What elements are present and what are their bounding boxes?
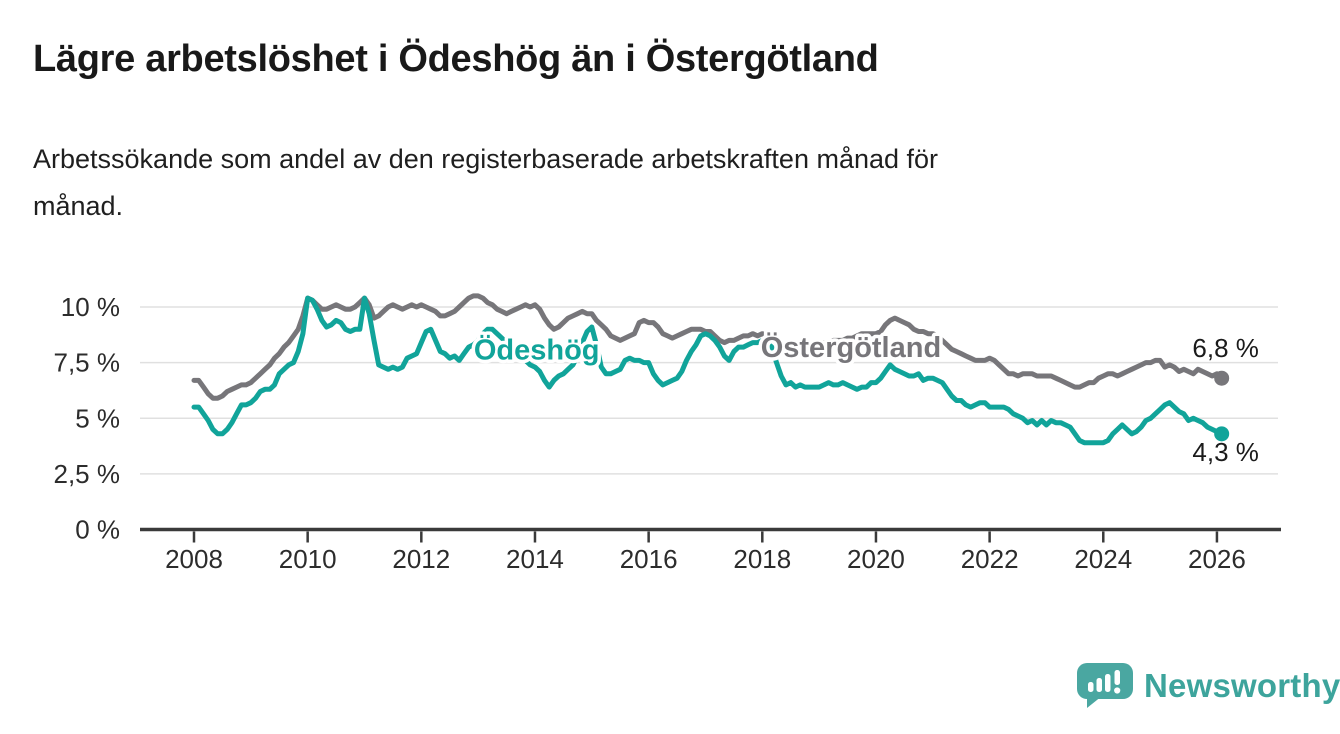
- series-end-dot-ostergotland: [1214, 370, 1230, 386]
- series-line-ostergotland: [191, 293, 1225, 401]
- series-label-odeshog: Ödeshög: [474, 333, 600, 366]
- y-tick-label: 0 %: [75, 515, 120, 545]
- y-tick-label: 7,5 %: [54, 348, 121, 378]
- y-tick-label: 2,5 %: [54, 459, 121, 489]
- chart-subtitle: Arbetssökande som andel av den registerb…: [33, 136, 938, 230]
- chart-subtitle-line-2: månad.: [33, 191, 124, 221]
- x-tick-label: 2022: [961, 544, 1019, 574]
- y-tick-label: 5 %: [75, 403, 120, 433]
- series-end-value-odeshog: 4,3 %: [1192, 437, 1259, 467]
- x-tick-label: 2010: [279, 544, 337, 574]
- series-end-value-ostergotland: 6,8 %: [1192, 333, 1259, 363]
- x-tick-label: 2014: [506, 544, 564, 574]
- chart-title: Lägre arbetslöshet i Ödeshög än i Österg…: [33, 38, 879, 80]
- newsworthy-wordmark: Newsworthy: [1144, 667, 1340, 704]
- y-tick-label: 10 %: [61, 292, 120, 322]
- x-tick-label: 2020: [847, 544, 905, 574]
- x-tick-label: 2018: [733, 544, 791, 574]
- series-label-ostergotland: Östergötland: [761, 331, 941, 364]
- logo-bar-chart-glyph: [1088, 670, 1121, 694]
- x-tick-label: 2012: [392, 544, 450, 574]
- x-tick-label: 2024: [1074, 544, 1132, 574]
- series-end-dot-odeshog: [1214, 426, 1230, 442]
- series-line-odeshog: [191, 295, 1225, 446]
- newsworthy-branding: Newsworthy: [1077, 656, 1340, 716]
- x-tick-label: 2016: [620, 544, 678, 574]
- chart-subtitle-line-1: Arbetssökande som andel av den registerb…: [33, 144, 939, 174]
- x-tick-label: 2026: [1188, 544, 1246, 574]
- x-tick-label: 2008: [165, 544, 223, 574]
- newsworthy-logo-icon: [1077, 663, 1133, 708]
